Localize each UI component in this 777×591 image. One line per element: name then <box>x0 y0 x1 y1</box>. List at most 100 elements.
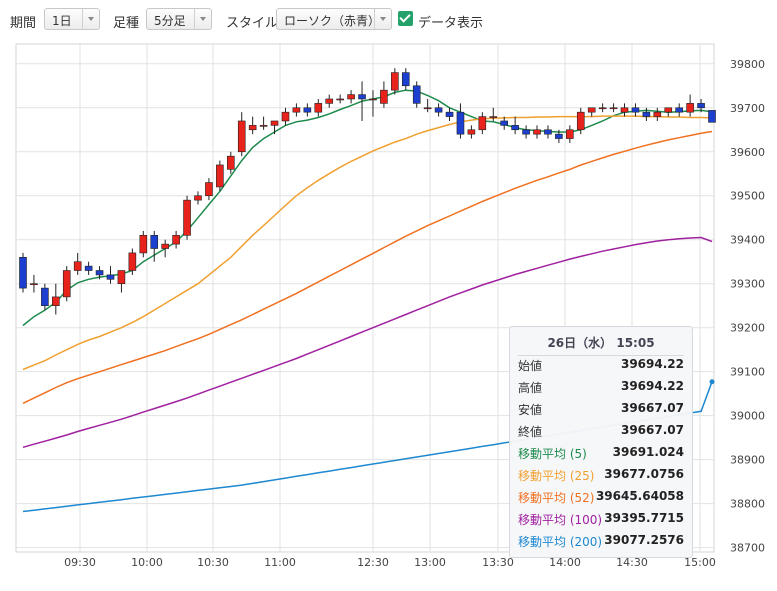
data-display-checkbox[interactable] <box>398 11 413 26</box>
candle-body <box>73 261 82 271</box>
candle[interactable] <box>609 103 618 113</box>
tooltip-row-label: 移動平均 (200) <box>518 535 603 549</box>
candle[interactable] <box>237 112 246 157</box>
type-label: 足種 <box>113 16 140 31</box>
candle-body <box>544 129 552 135</box>
candle[interactable] <box>128 248 137 275</box>
candle[interactable] <box>620 103 629 117</box>
candle[interactable] <box>500 116 509 130</box>
candle[interactable] <box>248 116 257 135</box>
candle-body <box>423 107 432 110</box>
candle-body <box>664 107 673 113</box>
candle-body <box>675 107 683 113</box>
candle[interactable] <box>467 125 476 139</box>
candle[interactable] <box>303 103 312 117</box>
candle[interactable] <box>358 81 366 121</box>
candle[interactable] <box>270 120 279 135</box>
candle[interactable] <box>259 116 268 130</box>
style-label: スタイル <box>226 16 279 31</box>
candle[interactable] <box>19 252 27 293</box>
period-select[interactable]: 1日 <box>44 8 100 30</box>
data-display-label[interactable]: データ表示 <box>418 16 484 31</box>
candle-body <box>500 120 509 126</box>
candle[interactable] <box>95 266 104 280</box>
candle[interactable] <box>445 107 454 121</box>
candle[interactable] <box>314 98 323 117</box>
candle[interactable] <box>423 98 432 113</box>
tooltip-row-label: 高値 <box>518 381 543 395</box>
tooltip-row-value: 39077.2576 <box>604 533 684 547</box>
candle[interactable] <box>205 178 213 201</box>
candle[interactable] <box>434 103 443 117</box>
candle[interactable] <box>347 90 355 104</box>
type-select[interactable]: 5分足 <box>146 8 212 30</box>
candle[interactable] <box>456 103 465 139</box>
candle-body <box>653 111 662 117</box>
style-select[interactable]: ローソク（赤青） <box>276 8 392 30</box>
type-select-value: 5分足 <box>154 14 186 28</box>
candle[interactable] <box>139 230 148 258</box>
candle-body <box>19 257 27 289</box>
candle[interactable] <box>598 103 607 113</box>
candle-body <box>139 235 148 254</box>
candle[interactable] <box>631 103 640 117</box>
candle[interactable] <box>533 125 541 139</box>
candle[interactable] <box>489 107 498 121</box>
candle[interactable] <box>325 94 334 108</box>
candle[interactable] <box>73 252 82 275</box>
chart-area[interactable]: 38700 38800 38900 39000 39100 39200 39300 39400… <box>0 42 777 587</box>
candle[interactable] <box>161 239 169 258</box>
candle[interactable] <box>226 151 235 174</box>
candle[interactable] <box>194 191 202 205</box>
candle[interactable] <box>686 94 694 117</box>
candle[interactable] <box>216 160 224 192</box>
candle[interactable] <box>292 103 301 117</box>
candle[interactable] <box>336 94 344 104</box>
candle[interactable] <box>697 98 705 113</box>
candle-body <box>325 98 334 104</box>
tooltip-title: 26日（水） 15:05 <box>518 334 684 356</box>
candle[interactable] <box>183 195 191 240</box>
candle[interactable] <box>41 283 49 311</box>
candle[interactable] <box>522 125 530 139</box>
candle[interactable] <box>587 107 596 117</box>
x-tick-label: 14:30 <box>616 556 648 569</box>
candle-body <box>84 265 93 271</box>
candle[interactable] <box>576 107 585 135</box>
candle[interactable] <box>566 125 574 143</box>
candle[interactable] <box>30 274 38 293</box>
candle[interactable] <box>117 270 126 293</box>
candle[interactable] <box>401 68 410 91</box>
tooltip-row: 始値 39694.22 <box>518 357 684 375</box>
candle[interactable] <box>555 129 563 143</box>
candle[interactable] <box>708 110 716 123</box>
candle[interactable] <box>369 90 377 117</box>
candle[interactable] <box>106 266 115 284</box>
candle[interactable] <box>281 107 290 126</box>
y-tick-label: 39000 <box>730 410 765 423</box>
candle[interactable] <box>52 283 60 315</box>
candle[interactable] <box>84 261 93 275</box>
style-select-value: ローソク（赤青） <box>284 14 381 28</box>
candle[interactable] <box>664 107 673 117</box>
candle[interactable] <box>675 103 683 117</box>
y-tick-label: 39700 <box>730 102 765 115</box>
candle-body <box>270 120 279 126</box>
candle[interactable] <box>391 68 399 95</box>
candle[interactable] <box>478 112 487 135</box>
candle-body <box>205 182 213 197</box>
candle[interactable] <box>642 107 651 121</box>
candle[interactable] <box>62 266 71 302</box>
candle[interactable] <box>653 107 662 121</box>
candle[interactable] <box>380 81 388 108</box>
candle[interactable] <box>172 230 180 249</box>
data-tooltip: 26日（水） 15:05 始値 39694.22 高値 39694.22 安値 39667… <box>509 326 693 558</box>
candle[interactable] <box>544 125 552 139</box>
candle[interactable] <box>412 81 421 108</box>
tooltip-row-label: 始値 <box>518 359 543 373</box>
candle-body <box>41 287 49 306</box>
x-tick-label: 15:00 <box>684 556 716 569</box>
candle-body <box>336 98 344 101</box>
candle[interactable] <box>150 230 159 262</box>
candle[interactable] <box>511 116 519 135</box>
